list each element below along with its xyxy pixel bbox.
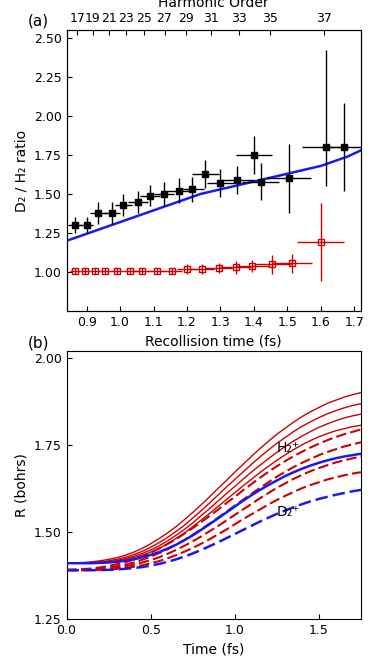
X-axis label: Recollision time (fs): Recollision time (fs)	[146, 334, 282, 349]
Text: H₂⁺: H₂⁺	[277, 441, 300, 455]
Y-axis label: D₂ / H₂ ratio: D₂ / H₂ ratio	[14, 130, 28, 211]
Text: D₂⁺: D₂⁺	[277, 505, 300, 519]
X-axis label: Time (fs): Time (fs)	[183, 642, 244, 656]
Text: (a): (a)	[28, 13, 49, 28]
Y-axis label: R (bohrs): R (bohrs)	[14, 453, 28, 517]
X-axis label: Harmonic Order: Harmonic Order	[158, 0, 269, 9]
Text: (b): (b)	[28, 335, 50, 350]
